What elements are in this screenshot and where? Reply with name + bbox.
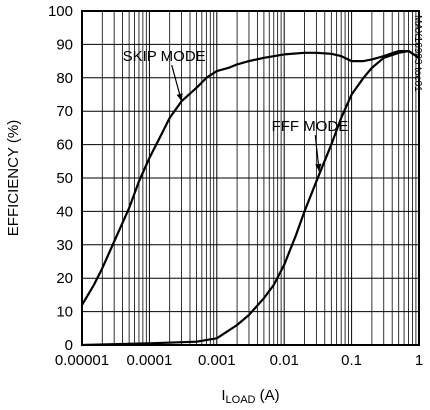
y-axis-title: EFFICIENCY (%)	[5, 120, 22, 236]
y-tick-label: 80	[56, 70, 73, 87]
y-tick-label: 50	[56, 170, 73, 187]
annotations: SKIP MODE FFF MODE	[123, 48, 349, 172]
x-axis-title-suffix: (A)	[255, 387, 279, 404]
x-tick-label: 1	[415, 352, 423, 369]
y-tick-label: 70	[56, 103, 73, 120]
grid	[81, 11, 419, 345]
y-tick-label: 100	[48, 3, 73, 20]
y-tick-label: 30	[56, 237, 73, 254]
y-tick-labels: 0 10 20 30 40 50 60 70 80 90 100	[48, 3, 73, 354]
y-tick-label: 60	[56, 137, 73, 154]
series-line	[81, 50, 420, 306]
x-tick-labels: 0.00001 0.0001 0.001 0.01 0.1 1	[55, 352, 423, 369]
x-tick-label: 0.1	[341, 352, 362, 369]
annotation-label: SKIP MODE	[123, 48, 206, 65]
series-lines	[81, 50, 420, 347]
x-tick-label: 0.0001	[126, 352, 172, 369]
y-tick-label: 10	[56, 304, 73, 321]
x-tick-label: 0.01	[270, 352, 299, 369]
x-axis-title-subscript: LOAD	[226, 394, 256, 406]
plot-frame	[81, 10, 420, 346]
x-tick-label: 0.001	[198, 352, 236, 369]
annotation-arrowhead	[315, 163, 322, 172]
chart-code: MAX16903 toc01	[412, 15, 423, 92]
y-tick-label: 40	[56, 203, 73, 220]
series-line	[81, 50, 420, 347]
annotation-label: FFF MODE	[272, 118, 349, 135]
y-tick-label: 20	[56, 270, 73, 287]
annotation-arrowhead	[176, 93, 183, 102]
x-tick-label: 0.00001	[55, 352, 109, 369]
x-axis-title: ILOAD (A)	[221, 387, 279, 406]
y-tick-label: 0	[65, 337, 73, 354]
x-axis-title-prefix: I	[221, 387, 225, 404]
y-tick-label: 90	[56, 36, 73, 53]
